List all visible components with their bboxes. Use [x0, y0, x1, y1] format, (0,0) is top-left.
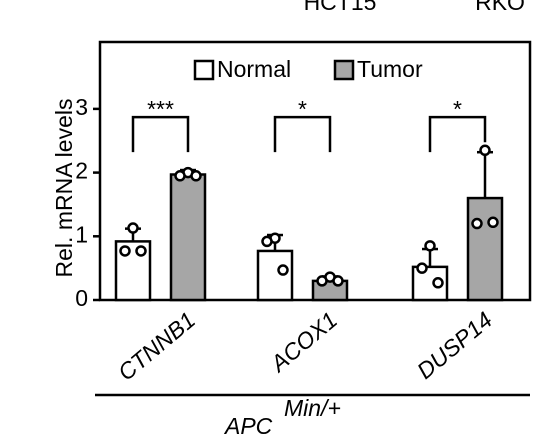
- legend-swatch: [193, 59, 215, 81]
- bar: [466, 196, 504, 302]
- data-point: [479, 144, 491, 157]
- y-tick-label: 2: [75, 158, 88, 184]
- y-axis-label: Rel. mRNA levels: [51, 99, 77, 278]
- data-point: [135, 245, 147, 257]
- x-tick-label: CTNNB1: [113, 307, 200, 386]
- bar: [256, 249, 294, 302]
- x-tick-label: ACOX1: [264, 307, 342, 378]
- x-axis-label: APC: [223, 413, 273, 439]
- data-point: [432, 277, 444, 289]
- data-point: [332, 275, 344, 287]
- x-tick-label: DUSP14: [412, 307, 497, 384]
- significance-bracket: [273, 115, 332, 153]
- legend-swatch: [333, 59, 355, 81]
- x-axis-label-superscript: Min/+: [284, 395, 341, 421]
- significance-label: *: [453, 96, 462, 122]
- significance-label: ***: [147, 96, 174, 122]
- annotation: RKO: [475, 0, 525, 15]
- data-point: [190, 170, 202, 182]
- significance-label: *: [298, 96, 307, 122]
- data-point: [487, 216, 499, 229]
- data-point: [424, 240, 436, 252]
- data-point: [416, 262, 428, 274]
- legend-label: Tumor: [357, 56, 423, 82]
- significance-bracket: [428, 115, 487, 153]
- y-tick-label: 3: [75, 94, 88, 120]
- y-tick-label: 1: [75, 221, 88, 247]
- legend-label: Normal: [217, 56, 291, 82]
- plot-frame: [98, 40, 532, 302]
- data-point: [261, 235, 273, 248]
- y-tick-label: 0: [75, 285, 88, 311]
- bar: [169, 173, 207, 302]
- data-point: [127, 222, 139, 234]
- significance-bracket: [131, 115, 190, 153]
- annotation: HCT15: [304, 0, 377, 15]
- data-point: [316, 275, 328, 287]
- data-point: [174, 170, 186, 182]
- data-point: [471, 217, 483, 230]
- data-point: [277, 264, 289, 276]
- data-point: [119, 245, 131, 257]
